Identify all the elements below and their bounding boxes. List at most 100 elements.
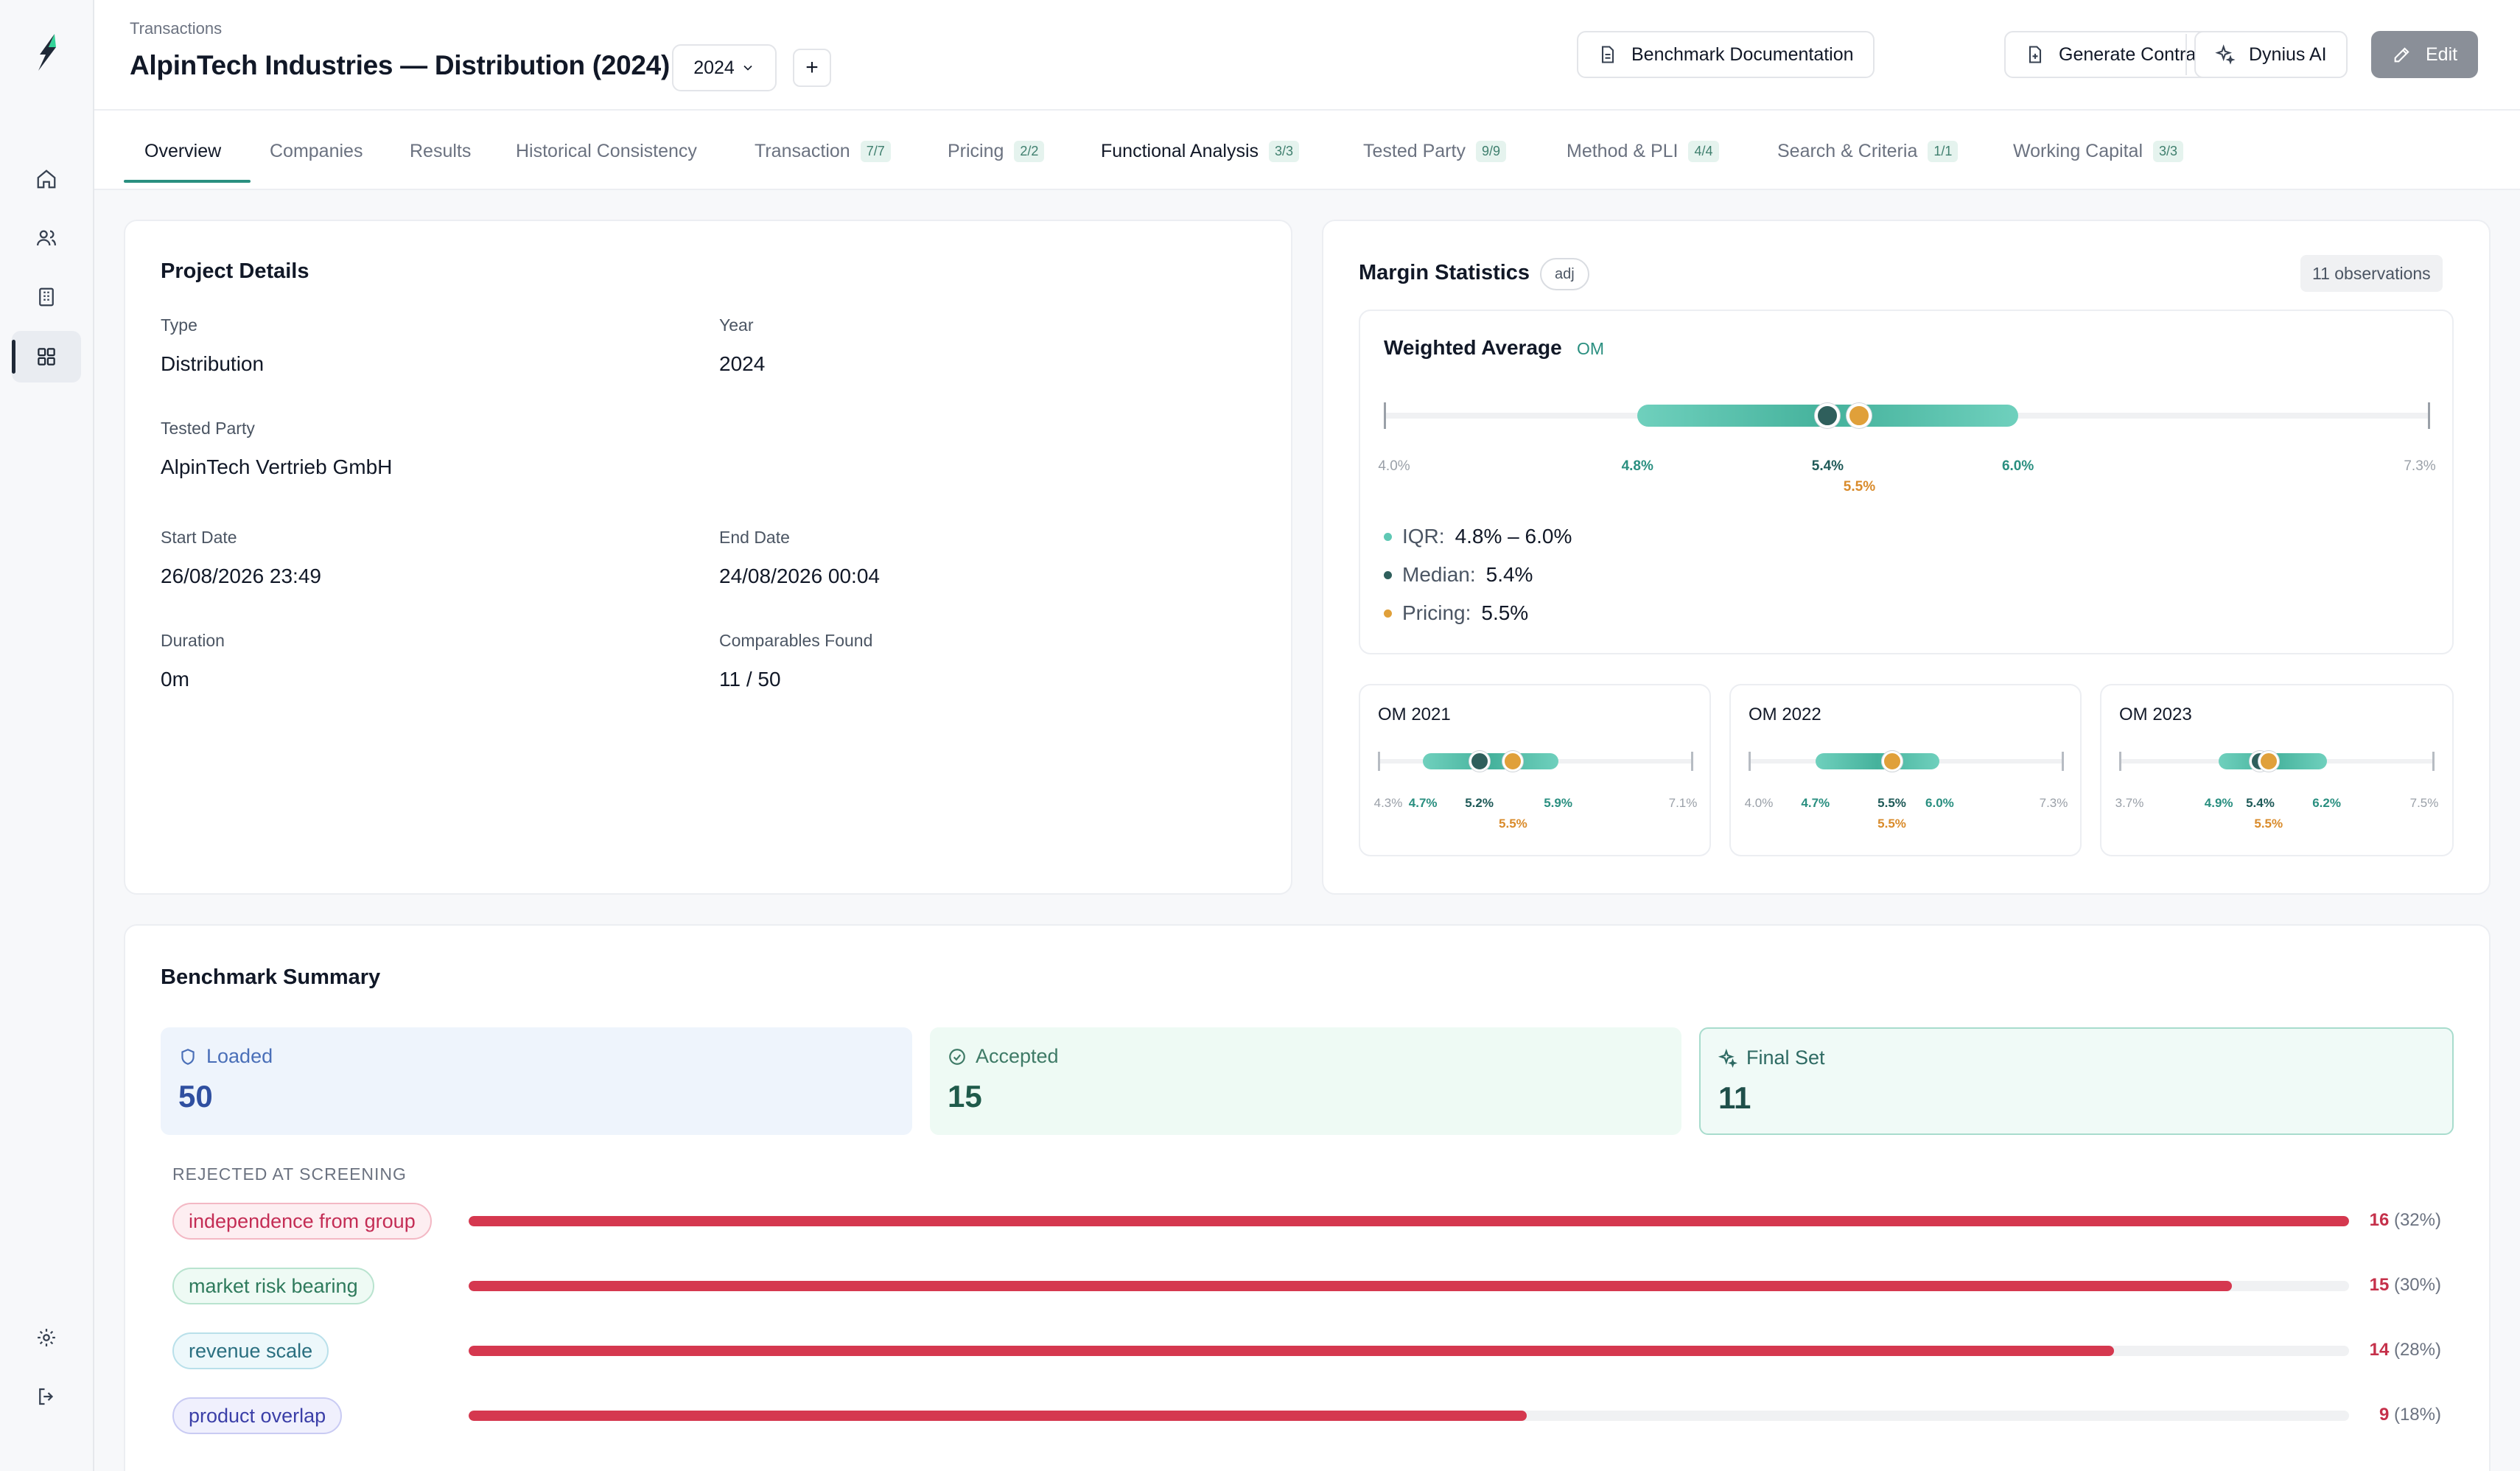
sidebar-users-button[interactable] <box>12 212 81 264</box>
median-legend-dot <box>1384 570 1392 579</box>
tab-badge: 3/3 <box>2153 140 2184 162</box>
dynius-ai-button[interactable]: Dynius AI <box>2194 31 2348 78</box>
logout-icon <box>39 1388 54 1405</box>
weighted-average-title: Weighted Average <box>1384 336 1562 359</box>
pricing-label: 5.5% <box>1843 479 1876 495</box>
median-label: 5.5% <box>1877 796 1906 810</box>
tab-historical-consistency[interactable]: Historical Consistency <box>516 133 697 170</box>
tab-label: Companies <box>270 140 363 161</box>
comparables-value: 11 / 50 <box>719 668 781 691</box>
om-2023-panel <box>2100 684 2454 856</box>
tab-pricing[interactable]: Pricing 2/2 <box>948 133 1045 170</box>
type-label: Type <box>161 315 197 335</box>
pricing-marker <box>1502 751 1524 772</box>
iqr-legend-key: IQR: <box>1402 525 1445 548</box>
median-marker <box>1469 751 1490 772</box>
om-2022-range-plot: 4.0% 4.7% 5.5% 5.5% 6.0% 7.3% <box>1745 744 2068 840</box>
year-select[interactable]: 2024 <box>672 44 777 91</box>
pricing-label: 5.5% <box>2254 817 2283 831</box>
rejection-count: 15 (30%) <box>2370 1275 2441 1296</box>
sidebar-dashboard-button[interactable] <box>12 331 81 382</box>
header-divider <box>2185 34 2187 75</box>
tested-party-value: AlpinTech Vertrieb GmbH <box>161 455 393 478</box>
rejection-count-value: 15 <box>2369 1275 2390 1295</box>
add-year-button[interactable]: + <box>793 49 831 87</box>
median-marker <box>1815 403 1841 428</box>
pricing-label: 5.5% <box>1499 817 1527 831</box>
final-set-stat: Final Set 11 <box>1699 1027 2454 1135</box>
type-value: Distribution <box>161 352 265 375</box>
loaded-label-row: Loaded <box>178 1045 273 1068</box>
sidebar-building-button[interactable] <box>12 271 81 323</box>
tab-badge: 1/1 <box>1928 140 1959 162</box>
shield-icon <box>181 1048 195 1065</box>
check-circle-icon <box>949 1048 965 1065</box>
tab-results[interactable]: Results <box>410 133 471 170</box>
rejection-criterion-pill[interactable]: revenue scale <box>172 1332 329 1369</box>
project-details-title: Project Details <box>161 259 309 283</box>
rejection-criterion-pill[interactable]: market risk bearing <box>172 1268 374 1304</box>
grid-icon <box>38 348 55 366</box>
median-label: 5.4% <box>2246 796 2275 810</box>
accepted-label-row: Accepted <box>948 1045 1059 1068</box>
tab-label: Tested Party <box>1363 140 1466 161</box>
end-date-label: End Date <box>719 528 790 547</box>
tab-label: Pricing <box>948 140 1004 161</box>
pricing-label: 5.5% <box>1877 817 1906 831</box>
loaded-value: 50 <box>178 1079 213 1114</box>
pricing-marker <box>2258 751 2279 772</box>
tab-search-criteria[interactable]: Search & Criteria 1/1 <box>1777 133 1959 170</box>
tab-label: Results <box>410 140 472 161</box>
rejection-bar-track <box>469 1216 2349 1226</box>
loaded-label: Loaded <box>206 1045 273 1067</box>
pricing-legend-dot <box>1384 609 1392 618</box>
weighted-average-range-plot: 4.0% 4.8% 5.4% 5.5% 6.0% 7.3% <box>1378 391 2436 501</box>
accepted-label: Accepted <box>976 1045 1059 1067</box>
tab-badge: 9/9 <box>1475 140 1506 162</box>
sidebar-home-button[interactable] <box>12 153 81 205</box>
tab-transaction[interactable]: Transaction 7/7 <box>755 133 891 170</box>
benchmark-summary-card <box>124 924 2491 1471</box>
tab-label: Transaction <box>755 140 850 161</box>
benchmark-summary-title: Benchmark Summary <box>161 965 381 989</box>
tab-companies[interactable]: Companies <box>270 133 363 170</box>
om-2023-title: OM 2023 <box>2119 705 2192 724</box>
sidebar-settings-button[interactable] <box>12 1312 81 1363</box>
rejection-count-value: 16 <box>2369 1210 2390 1230</box>
tab-overview[interactable]: Overview <box>144 133 221 170</box>
year-value: 2024 <box>719 352 766 375</box>
tab-label: Historical Consistency <box>516 140 697 161</box>
tab-badge: 4/4 <box>1688 140 1719 162</box>
q1-label: 4.7% <box>1801 796 1830 810</box>
rejection-bar-fill <box>469 1411 1527 1421</box>
tab-badge: 2/2 <box>1014 140 1045 162</box>
rejection-bar-track <box>469 1411 2349 1421</box>
start-date-value: 26/08/2026 23:49 <box>161 565 321 587</box>
page-title: AlpinTech Industries — Distribution (202… <box>130 50 670 80</box>
edit-label: Edit <box>2426 43 2458 65</box>
loaded-stat: Loaded 50 <box>161 1027 912 1135</box>
tab-working-capital[interactable]: Working Capital 3/3 <box>2013 133 2184 170</box>
edit-button[interactable]: Edit <box>2371 31 2479 78</box>
tab-tested-party[interactable]: Tested Party 9/9 <box>1363 133 1506 170</box>
rejection-criterion-pill[interactable]: product overlap <box>172 1397 343 1434</box>
range-max-tick <box>2432 752 2435 771</box>
min-label: 4.0% <box>1744 796 1774 810</box>
final-set-value: 11 <box>1718 1080 1751 1115</box>
max-label: 7.5% <box>2409 796 2439 810</box>
rejection-criterion-pill[interactable]: independence from group <box>172 1203 432 1240</box>
median-label: 5.4% <box>1811 458 1844 474</box>
tab-method-pli[interactable]: Method & PLI 4/4 <box>1567 133 1719 170</box>
q3-label: 6.0% <box>1925 796 1954 810</box>
tab-label: Method & PLI <box>1567 140 1679 161</box>
users-icon <box>37 230 56 246</box>
breadcrumb[interactable]: Transactions <box>130 19 223 38</box>
rejection-count-value: 9 <box>2379 1405 2390 1425</box>
generate-contract-label: Generate Contract <box>2059 43 2211 65</box>
benchmark-documentation-button[interactable]: Benchmark Documentation <box>1577 31 1875 78</box>
tab-functional-analysis[interactable]: Functional Analysis 3/3 <box>1101 133 1300 170</box>
document-icon <box>1601 46 1614 63</box>
min-label: 4.0% <box>1378 458 1410 474</box>
generate-contract-button[interactable]: Generate Contract <box>2004 31 2231 78</box>
sidebar-logout-button[interactable] <box>12 1371 81 1422</box>
